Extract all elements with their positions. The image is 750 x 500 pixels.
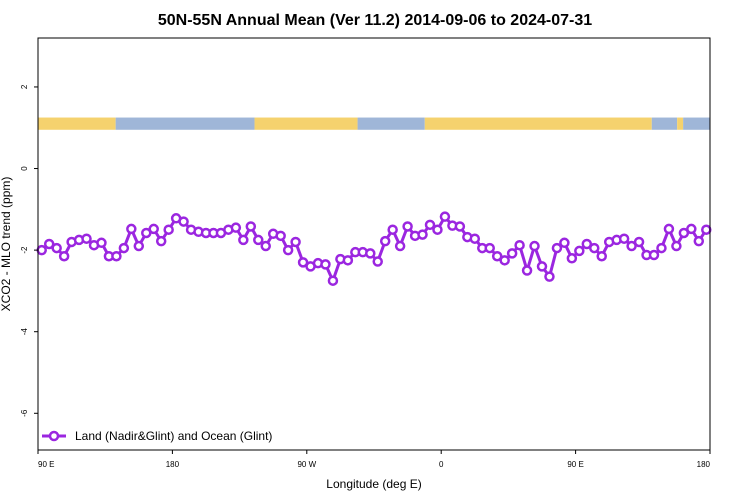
- data-point: [290, 236, 301, 248]
- data-point: [36, 244, 47, 256]
- data-point: [514, 239, 525, 251]
- data-point: [260, 240, 271, 252]
- y-axis: 2 0 -2 -4 -6: [20, 84, 38, 417]
- data-point: [521, 265, 533, 276]
- data-point: [663, 223, 675, 235]
- data-point: [342, 255, 354, 266]
- data-point: [111, 250, 122, 262]
- surface-band-ocean: [683, 117, 710, 130]
- x-tick-label: 0: [439, 460, 444, 469]
- data-point: [574, 245, 585, 257]
- x-tick-label: 90 E: [38, 460, 54, 469]
- data-point: [633, 236, 645, 248]
- data-point: [589, 242, 600, 254]
- data-point: [439, 211, 451, 222]
- chart-title: 50N-55N Annual Mean (Ver 11.2) 2014-09-0…: [158, 12, 592, 29]
- surface-band: [38, 117, 710, 130]
- surface-band-land: [254, 117, 358, 130]
- data-point: [148, 223, 159, 235]
- y-axis-label: XCO2 - MLO trend (ppm): [0, 177, 13, 312]
- data-point: [529, 240, 540, 252]
- data-point: [365, 248, 376, 259]
- data-point: [297, 257, 309, 268]
- data-point: [275, 230, 286, 242]
- data-point: [499, 255, 510, 266]
- data-point: [402, 221, 413, 232]
- surface-band-land: [677, 117, 684, 130]
- data-point: [469, 233, 481, 244]
- data-point: [238, 234, 249, 246]
- data-point: [379, 235, 391, 247]
- data-point: [693, 235, 705, 247]
- data-point: [454, 221, 466, 232]
- x-tick-label: 90 E: [567, 460, 583, 469]
- data-point: [372, 256, 383, 267]
- y-tick-label: 0: [20, 166, 29, 171]
- legend-marker-swatch: [48, 430, 60, 442]
- data-point: [484, 242, 495, 254]
- data-point: [656, 242, 667, 254]
- data-point: [491, 250, 503, 262]
- data-point: [394, 240, 406, 252]
- data-point: [141, 227, 152, 239]
- x-tick-label: 180: [166, 460, 180, 469]
- y-tick-label: -6: [20, 409, 29, 417]
- legend-label: Land (Nadir&Glint) and Ocean (Glint): [75, 429, 272, 443]
- data-point: [253, 234, 264, 246]
- data-point: [671, 240, 682, 252]
- data-point: [320, 259, 331, 270]
- data-point: [282, 244, 294, 256]
- data-point: [133, 240, 145, 252]
- x-axis-label: Longitude (deg E): [326, 477, 421, 491]
- data-point: [506, 248, 518, 259]
- data-point: [544, 271, 555, 282]
- data-point: [581, 238, 593, 250]
- data-point: [596, 250, 607, 262]
- data-point: [536, 261, 548, 272]
- data-point: [566, 253, 578, 264]
- surface-band-ocean: [115, 117, 255, 130]
- data-point: [58, 250, 70, 262]
- legend: Land (Nadir&Glint) and Ocean (Glint): [42, 429, 272, 443]
- data-point: [701, 224, 712, 235]
- x-tick-label: 90 W: [297, 460, 316, 469]
- surface-band-land: [38, 117, 116, 130]
- data-point: [178, 216, 189, 227]
- data-point: [43, 238, 55, 250]
- data-point: [424, 219, 436, 231]
- data-point: [230, 222, 242, 233]
- surface-band-ocean: [651, 117, 678, 130]
- data-point: [626, 240, 637, 252]
- data-point: [417, 229, 428, 240]
- data-point: [245, 221, 257, 232]
- data-point: [648, 249, 660, 261]
- data-point: [51, 242, 62, 254]
- data-point: [81, 233, 92, 244]
- data-point: [126, 223, 137, 235]
- y-tick-label: 2: [20, 84, 29, 89]
- x-tick-label: 180: [697, 460, 711, 469]
- data-point: [551, 242, 563, 254]
- x-axis: 90 E 180 90 W 0 90 E 180: [37, 450, 711, 469]
- data-point: [163, 224, 174, 235]
- data-point: [432, 224, 443, 235]
- y-tick-label: -4: [20, 328, 29, 336]
- data-point: [559, 237, 570, 249]
- data-point: [118, 242, 130, 254]
- data-point: [96, 237, 107, 249]
- series-layer: [36, 211, 712, 286]
- plot-frame: [37, 37, 711, 451]
- data-point: [686, 223, 697, 235]
- data-point: [327, 275, 339, 286]
- data-point: [155, 235, 167, 247]
- data-point: [678, 227, 690, 239]
- data-point: [387, 224, 398, 235]
- data-point: [618, 233, 630, 244]
- surface-band-ocean: [357, 117, 425, 130]
- surface-band-land: [424, 117, 652, 130]
- y-tick-label: -2: [20, 246, 29, 254]
